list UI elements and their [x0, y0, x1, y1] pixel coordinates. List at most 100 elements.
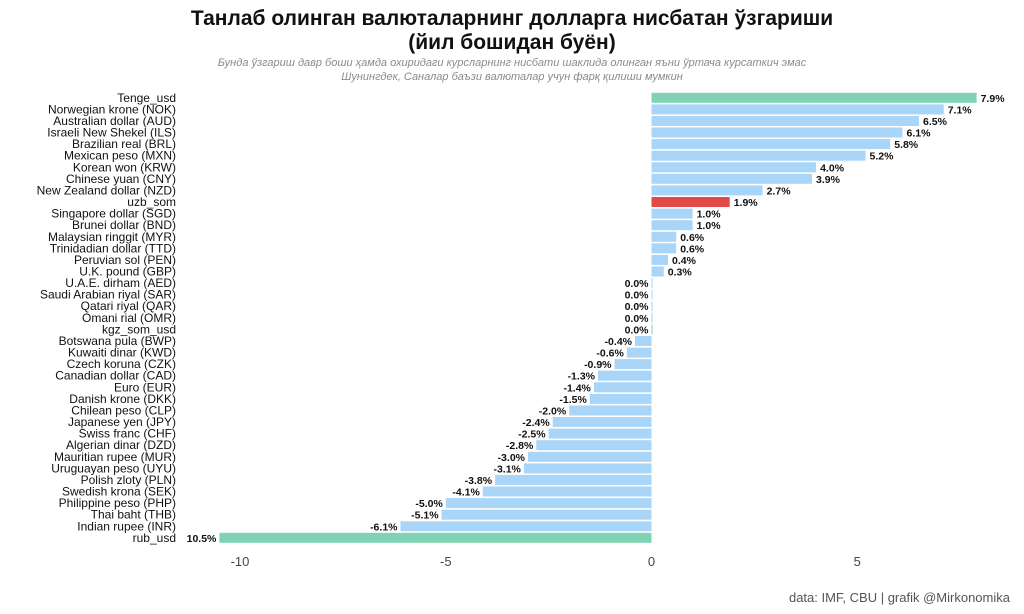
- category-label-Korean won (KRW): Korean won (KRW): [73, 160, 176, 174]
- category-label-Peruvian sol (PEN): Peruvian sol (PEN): [74, 253, 176, 267]
- bar-Thai baht (THB): [441, 509, 652, 520]
- category-label-Malaysian ringgit (MYR): Malaysian ringgit (MYR): [48, 230, 176, 244]
- value-label-rub_usd: 10.5%: [187, 533, 217, 545]
- value-label-Saudi Arabian riyal (SAR): 0.0%: [625, 290, 650, 302]
- value-label-Brunei dollar (BND): 1.0%: [697, 220, 722, 232]
- value-label-U.A.E. dirham (AED): 0.0%: [625, 278, 650, 290]
- bar-Polish zloty (PLN): [495, 474, 652, 485]
- category-label-Kuwaiti dinar (KWD): Kuwaiti dinar (KWD): [68, 346, 176, 360]
- category-label-Tenge_usd: Tenge_usd: [117, 91, 176, 105]
- category-label-Uruguayan peso (UYU): Uruguayan peso (UYU): [51, 461, 176, 475]
- value-label-Singapore dollar (SGD): 1.0%: [697, 209, 722, 221]
- bar-Korean won (KRW): [651, 162, 817, 173]
- value-label-Mexican peso (MXN): 5.2%: [870, 151, 895, 163]
- value-label-Mauritian rupee (MUR): -3.0%: [498, 452, 526, 464]
- value-label-Australian dollar (AUD): 6.5%: [923, 116, 948, 128]
- bar-Brazilian real (BRL): [651, 139, 891, 150]
- x-tick-label--5: -5: [440, 554, 452, 569]
- category-label-Trinidadian dollar (TTD): Trinidadian dollar (TTD): [50, 241, 176, 255]
- value-label-Brazilian real (BRL): 5.8%: [894, 139, 919, 151]
- category-label-Algerian dinar (DZD): Algerian dinar (DZD): [66, 438, 176, 452]
- category-label-Mauritian rupee (MUR): Mauritian rupee (MUR): [54, 450, 176, 464]
- value-label-Chilean peso (CLP): -2.0%: [539, 406, 567, 418]
- bar-Euro (EUR): [593, 382, 652, 393]
- bar-Indian rupee (INR): [400, 521, 652, 532]
- category-label-Philippine peso (PHP): Philippine peso (PHP): [59, 496, 176, 510]
- value-label-Uruguayan peso (UYU): -3.1%: [493, 463, 521, 475]
- category-label-Omani rial (OMR): Omani rial (OMR): [82, 311, 176, 325]
- category-label-Brunei dollar (BND): Brunei dollar (BND): [72, 218, 176, 232]
- bar-Australian dollar (AUD): [651, 116, 919, 126]
- value-label-Canadian dollar (CAD): -1.3%: [568, 371, 596, 383]
- value-label-Polish zloty (PLN): -3.8%: [465, 475, 493, 487]
- value-label-Chinese yuan (CNY): 3.9%: [816, 174, 841, 186]
- category-label-Euro (EUR): Euro (EUR): [114, 380, 176, 394]
- category-label-Polish zloty (PLN): Polish zloty (PLN): [81, 473, 176, 487]
- value-label-Malaysian ringgit (MYR): 0.6%: [680, 232, 705, 244]
- category-label-Qatari riyal (QAR): Qatari riyal (QAR): [81, 299, 176, 313]
- category-label-Australian dollar (AUD): Australian dollar (AUD): [53, 114, 176, 128]
- value-label-Philippine peso (PHP): -5.0%: [415, 498, 443, 510]
- category-label-uzb_som: uzb_som: [127, 195, 176, 209]
- chart-title-line-2: (йил бошидан буён): [408, 31, 616, 54]
- bar-rub_usd: [219, 532, 652, 543]
- chart-subtitle-line-2: Шунингдек, Саналар баъзи валюталар учун …: [341, 71, 683, 83]
- bar-Chinese yuan (CNY): [651, 173, 812, 184]
- bar-Mauritian rupee (MUR): [528, 451, 652, 462]
- bar-Canadian dollar (CAD): [598, 370, 652, 381]
- bar-Kuwaiti dinar (KWD): [626, 347, 652, 358]
- bar-Swiss franc (CHF): [548, 428, 652, 439]
- value-label-Omani rial (OMR): 0.0%: [625, 313, 650, 325]
- category-label-Canadian dollar (CAD): Canadian dollar (CAD): [55, 369, 176, 383]
- bar-Danish krone (DKK): [589, 393, 652, 404]
- value-label-Danish krone (DKK): -1.5%: [559, 394, 587, 406]
- value-label-Israeli New Shekel (ILS): 6.1%: [907, 128, 932, 140]
- bar-Japanese yen (JPY): [552, 417, 652, 427]
- category-label-rub_usd: rub_usd: [133, 531, 176, 545]
- value-label-Thai baht (THB): -5.1%: [411, 510, 439, 522]
- category-label-Norwegian krone (NOK): Norwegian krone (NOK): [48, 102, 176, 116]
- category-label-kgz_som_usd: kgz_som_usd: [102, 322, 176, 336]
- bar-Tenge_usd: [651, 92, 977, 103]
- bar-Israeli New Shekel (ILS): [651, 127, 903, 138]
- value-label-Algerian dinar (DZD): -2.8%: [506, 440, 534, 452]
- bar-uzb_som: [651, 197, 730, 207]
- bar-kgz_som_usd: [651, 324, 653, 335]
- bar-Czech koruna (CZK): [614, 359, 652, 370]
- value-label-Czech koruna (CZK): -0.9%: [584, 359, 612, 371]
- value-label-Peruvian sol (PEN): 0.4%: [672, 255, 697, 267]
- bar-U.K. pound (GBP): [651, 266, 664, 277]
- value-label-Norwegian krone (NOK): 7.1%: [948, 104, 973, 116]
- category-label-Singapore dollar (SGD): Singapore dollar (SGD): [51, 207, 176, 221]
- bar-U.A.E. dirham (AED): [651, 278, 653, 289]
- x-tick-label-0: 0: [648, 554, 655, 569]
- value-label-Kuwaiti dinar (KWD): -0.6%: [596, 348, 624, 360]
- bar-Chilean peso (CLP): [569, 405, 652, 416]
- bar-New Zealand dollar (NZD): [651, 185, 763, 196]
- value-label-Tenge_usd: 7.9%: [981, 93, 1006, 105]
- category-label-U.A.E. dirham (AED): U.A.E. dirham (AED): [65, 276, 176, 290]
- bar-Mexican peso (MXN): [651, 150, 866, 161]
- bar-Swedish krona (SEK): [482, 486, 652, 497]
- category-label-Botswana pula (BWP): Botswana pula (BWP): [59, 334, 176, 348]
- value-label-Botswana pula (BWP): -0.4%: [605, 336, 633, 348]
- value-label-Swedish krona (SEK): -4.1%: [452, 487, 480, 499]
- bar-Malaysian ringgit (MYR): [651, 231, 677, 242]
- category-label-Czech koruna (CZK): Czech koruna (CZK): [67, 357, 176, 371]
- category-label-Indian rupee (INR): Indian rupee (INR): [77, 519, 176, 533]
- category-label-Saudi Arabian riyal (SAR): Saudi Arabian riyal (SAR): [40, 288, 176, 302]
- bar-Uruguayan peso (UYU): [523, 463, 652, 474]
- bar-Algerian dinar (DZD): [536, 440, 652, 451]
- category-label-Israeli New Shekel (ILS): Israeli New Shekel (ILS): [47, 126, 176, 140]
- bar-Philippine peso (PHP): [445, 498, 652, 509]
- category-label-Swedish krona (SEK): Swedish krona (SEK): [62, 485, 176, 499]
- chart-title-line-1: Танлаб олинган валюталарнинг долларга ни…: [190, 7, 834, 30]
- bar-Norwegian krone (NOK): [651, 104, 944, 115]
- category-label-Mexican peso (MXN): Mexican peso (MXN): [64, 149, 176, 163]
- category-label-Japanese yen (JPY): Japanese yen (JPY): [68, 415, 176, 429]
- category-label-Thai baht (THB): Thai baht (THB): [91, 508, 176, 522]
- value-label-Swiss franc (CHF): -2.5%: [518, 429, 546, 441]
- bar-Omani rial (OMR): [651, 312, 653, 323]
- value-label-kgz_som_usd: 0.0%: [625, 324, 650, 336]
- category-label-Chinese yuan (CNY): Chinese yuan (CNY): [66, 172, 176, 186]
